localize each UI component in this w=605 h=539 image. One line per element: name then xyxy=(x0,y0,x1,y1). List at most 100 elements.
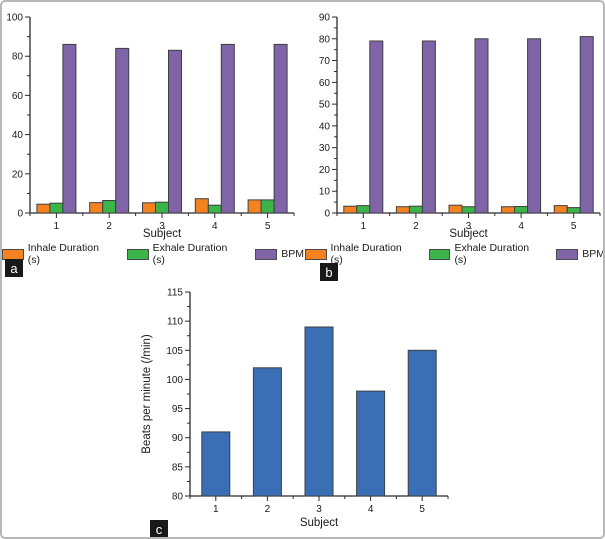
y-tick-label: 0 xyxy=(324,209,330,220)
x-tick-label: 5 xyxy=(419,504,425,515)
axis-labels: 0 10 20 30 40 50 60 70 80 90 1 2 3 4 5 Subject xyxy=(319,13,577,241)
y-tick-label: 70 xyxy=(319,56,331,67)
y-tick-label: 60 xyxy=(319,78,331,89)
y-tick-label: 40 xyxy=(12,130,24,141)
y-tick-label: 40 xyxy=(319,121,331,132)
bar xyxy=(36,203,51,214)
bar xyxy=(356,390,386,497)
bar xyxy=(501,206,516,214)
bar xyxy=(62,43,77,214)
bar xyxy=(448,204,463,214)
bar xyxy=(343,205,358,214)
legend-label: BPM xyxy=(582,248,605,260)
x-tick-label: 4 xyxy=(518,221,524,232)
bar xyxy=(260,199,275,214)
bars xyxy=(201,326,437,497)
panel-b: 0 10 20 30 40 50 60 70 80 90 1 2 3 4 5 Subject Inhale D… xyxy=(305,4,605,266)
legend-label: Exhale Duration (s) xyxy=(152,242,228,266)
x-axis-title: Subject xyxy=(449,228,488,240)
axis-labels: 80 85 90 95 100 105 110 115 1 2 3 4 5 Subject Beats pe… xyxy=(141,288,425,530)
bar xyxy=(579,36,594,214)
chart-c-plot: 80 85 90 95 100 105 110 115 1 2 3 4 5 Subject Beats pe… xyxy=(141,288,449,530)
legend-swatch xyxy=(2,248,24,260)
x-tick-label: 3 xyxy=(159,221,165,232)
bar xyxy=(115,47,130,214)
bar xyxy=(408,205,423,214)
bar xyxy=(527,38,542,214)
bar xyxy=(247,199,262,214)
y-tick-label: 85 xyxy=(172,462,184,473)
legend-item: Exhale Duration (s) xyxy=(126,242,241,266)
bar xyxy=(566,207,581,214)
x-tick-label: 4 xyxy=(368,504,374,515)
legend-label: Inhale Duration (s) xyxy=(330,242,402,266)
legend-swatch xyxy=(428,248,451,260)
bar xyxy=(89,202,104,214)
legend-item: BPM xyxy=(556,248,605,260)
x-tick-label: 4 xyxy=(212,221,218,232)
y-tick-label: 100 xyxy=(166,375,183,386)
x-tick-label: 3 xyxy=(316,504,322,515)
chart-b-plot: 0 10 20 30 40 50 60 70 80 90 1 2 3 4 5 Subject xyxy=(319,13,601,241)
y-tick-label: 100 xyxy=(6,13,23,24)
panel-label-c: c xyxy=(150,520,168,537)
bar xyxy=(49,202,64,214)
legend-label: BPM xyxy=(281,248,304,260)
x-tick-label: 2 xyxy=(265,504,271,515)
y-tick-label: 60 xyxy=(12,91,24,102)
legend-item: Inhale Duration (s) xyxy=(305,242,415,266)
y-tick-label: 105 xyxy=(166,346,183,357)
bars xyxy=(343,36,594,214)
bar xyxy=(304,326,334,497)
y-tick-label: 95 xyxy=(172,404,184,415)
bar xyxy=(514,206,529,214)
x-axis-title: Subject xyxy=(143,228,182,240)
bar xyxy=(142,202,156,214)
y-tick-label: 10 xyxy=(319,187,331,198)
legend-item: Exhale Duration (s) xyxy=(428,242,542,266)
x-tick-label: 1 xyxy=(54,221,60,232)
y-tick-label: 50 xyxy=(319,100,331,111)
y-tick-label: 90 xyxy=(172,433,184,444)
bar xyxy=(369,40,384,214)
chart-b-legend: Inhale Duration (s) Exhale Duration (s) BP… xyxy=(305,242,605,266)
y-tick-label: 90 xyxy=(319,13,331,24)
x-tick-label: 3 xyxy=(466,221,472,232)
legend-swatch xyxy=(305,248,327,260)
panel-a: 0 20 40 60 80 100 1 2 3 4 5 Subject Inhale Duration… xyxy=(2,4,304,266)
bar xyxy=(273,43,288,214)
panel-c: 80 85 90 95 100 105 110 115 1 2 3 4 5 Subject Beats pe… xyxy=(132,276,472,534)
bar xyxy=(356,205,371,214)
x-axis-title: Subject xyxy=(300,517,339,529)
legend-item: BPM xyxy=(255,248,304,260)
bar xyxy=(461,206,476,214)
x-tick-label: 1 xyxy=(213,504,219,515)
bar xyxy=(474,38,489,214)
legend-swatch xyxy=(255,248,278,260)
y-tick-label: 110 xyxy=(167,317,183,328)
bar xyxy=(252,367,282,497)
bar xyxy=(102,200,117,214)
x-tick-label: 5 xyxy=(571,221,577,232)
chart-a-legend: Inhale Duration (s) Exhale Duration (s) BP… xyxy=(2,242,304,266)
x-tick-label: 2 xyxy=(413,221,419,232)
bar xyxy=(220,43,235,214)
bar xyxy=(168,49,182,214)
y-tick-label: 80 xyxy=(12,52,24,63)
bar xyxy=(155,201,169,214)
legend-label: Exhale Duration (s) xyxy=(454,242,530,266)
bar xyxy=(395,206,410,214)
bar xyxy=(421,40,436,214)
x-tick-label: 2 xyxy=(106,221,112,232)
bars xyxy=(36,43,288,214)
y-tick-label: 20 xyxy=(12,169,24,180)
legend-swatch xyxy=(556,248,579,260)
y-tick-label: 80 xyxy=(172,492,184,503)
bar xyxy=(407,349,437,497)
panel-label-b: b xyxy=(320,263,338,281)
y-tick-label: 115 xyxy=(167,288,183,299)
panel-label-a: a xyxy=(5,259,23,277)
chart-a-plot: 0 20 40 60 80 100 1 2 3 4 5 Subject xyxy=(6,13,295,240)
y-tick-label: 20 xyxy=(319,165,331,176)
